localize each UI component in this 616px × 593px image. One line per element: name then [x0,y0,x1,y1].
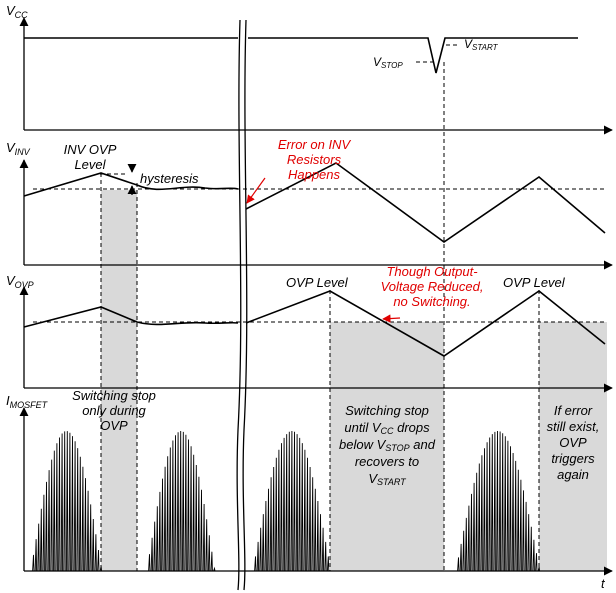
time-break-symbol [236,19,248,591]
vovp-axis-label: VOVP [6,273,34,290]
svg-text:OVP: OVP [559,435,587,450]
svg-text:below VSTOP and: below VSTOP and [339,437,436,453]
error-arrow [246,177,266,204]
switching-burst [252,430,330,572]
vovp-waveform [23,290,606,357]
svg-text:VSTART: VSTART [368,471,407,487]
vertical-guides [100,62,540,571]
svg-text:recovers to: recovers to [355,454,419,469]
vcc-axis-label: VCC [6,3,28,20]
error-annotation: Error on INV Resistors Happens [278,137,352,182]
shade-ovp-first [101,190,137,571]
though-arrow [382,314,401,323]
imosfet-axis-label: IMOSFET [6,393,49,410]
switching-burst [455,430,541,572]
inv-ovp-level-label-line1: INV OVP [64,142,117,157]
svg-text:triggers: triggers [551,451,595,466]
switching-stop-vcc-annotation: Switching stop until VCC drops below VST… [339,403,436,487]
svg-text:Voltage Reduced,: Voltage Reduced, [381,279,484,294]
svg-text:Though Output-: Though Output- [386,264,478,279]
hysteresis-label: hysteresis [140,171,199,186]
svg-text:Switching stop: Switching stop [72,388,156,403]
svg-text:If error: If error [554,403,593,418]
shade-ovp-again [539,322,607,571]
svg-text:OVP: OVP [100,418,128,433]
vinv-axis-label: VINV [6,140,31,157]
vinv-waveform [23,162,606,243]
svg-text:until VCC drops: until VCC drops [344,420,430,436]
vcc-waveform [24,37,578,74]
axes [19,17,613,576]
svg-text:no Switching.: no Switching. [393,294,470,309]
switching-stop-ovp-annotation: Switching stop only during OVP [72,388,156,433]
retrigger-annotation: If error still exist, OVP triggers again [547,403,600,482]
switching-burst [146,430,216,572]
svg-text:Resistors: Resistors [287,152,342,167]
vstart-label: VSTART [464,37,499,52]
ovp-level-label-second: OVP Level [503,275,566,290]
switching-burst [30,431,103,572]
though-annotation: Though Output- Voltage Reduced, no Switc… [381,264,484,309]
svg-text:only during: only during [82,403,146,418]
inv-ovp-level-label-line2: Level [74,157,106,172]
vstop-label: VSTOP [373,55,403,70]
mosfet-current-bursts [30,430,541,572]
shade-vcc-recovery [330,322,444,571]
svg-text:Switching stop: Switching stop [345,403,429,418]
svg-text:Happens: Happens [288,167,341,182]
ovp-level-label-first: OVP Level [286,275,349,290]
svg-text:again: again [557,467,589,482]
svg-text:Error on INV: Error on INV [278,137,352,152]
svg-text:still exist,: still exist, [547,419,600,434]
time-axis-label: t [601,576,606,591]
